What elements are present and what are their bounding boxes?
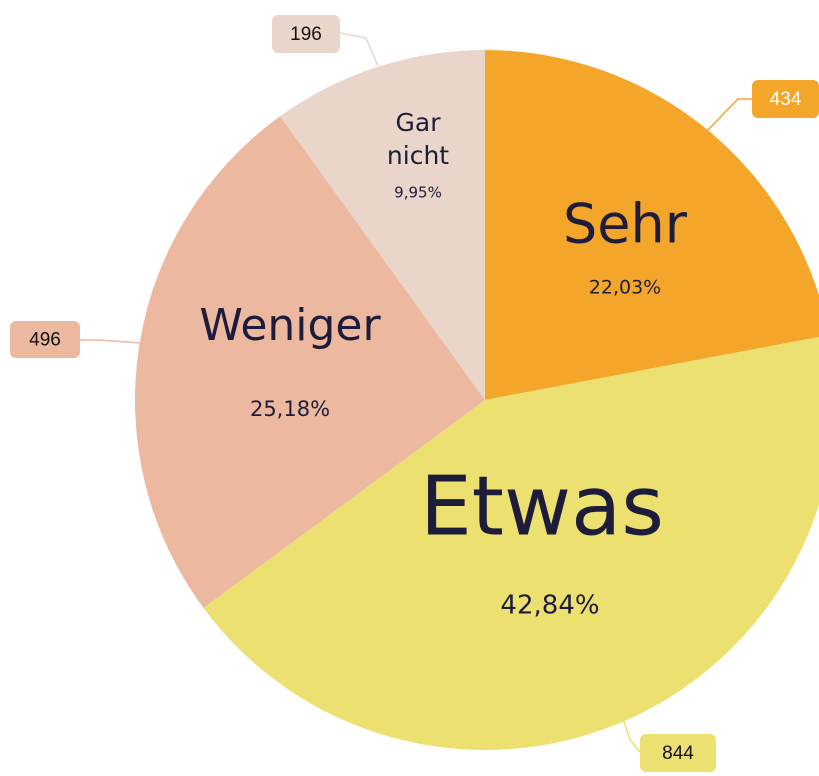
callout-leader [621,715,641,753]
callout-leader [707,98,752,131]
callout-box [752,80,819,118]
callout-value: 196 [290,24,322,45]
pie-slice [485,50,819,400]
callout-box [640,734,716,772]
slice-label-line: Gar [396,108,442,137]
slice-label: Weniger [199,300,381,351]
pie-slice [135,116,486,608]
pie-slice [280,50,485,400]
callout-value: 844 [662,743,694,764]
callout-box [272,15,340,53]
callout-leader [339,32,379,67]
pie-slice [203,336,819,750]
callout-value: 496 [29,330,61,351]
percent-label: 9,95% [394,184,442,202]
callout-value: 434 [770,89,802,110]
percent-label: 42,84% [500,591,599,621]
slice-label: Sehr [563,193,688,256]
slice-label: Gar nicht [387,108,449,170]
slice-label: Etwas [420,459,664,554]
callout-box [10,321,80,358]
percent-label: 25,18% [250,397,330,421]
slice-label-line: nicht [387,141,449,170]
callout-leader [80,339,141,344]
percent-label: 22,03% [589,277,661,299]
